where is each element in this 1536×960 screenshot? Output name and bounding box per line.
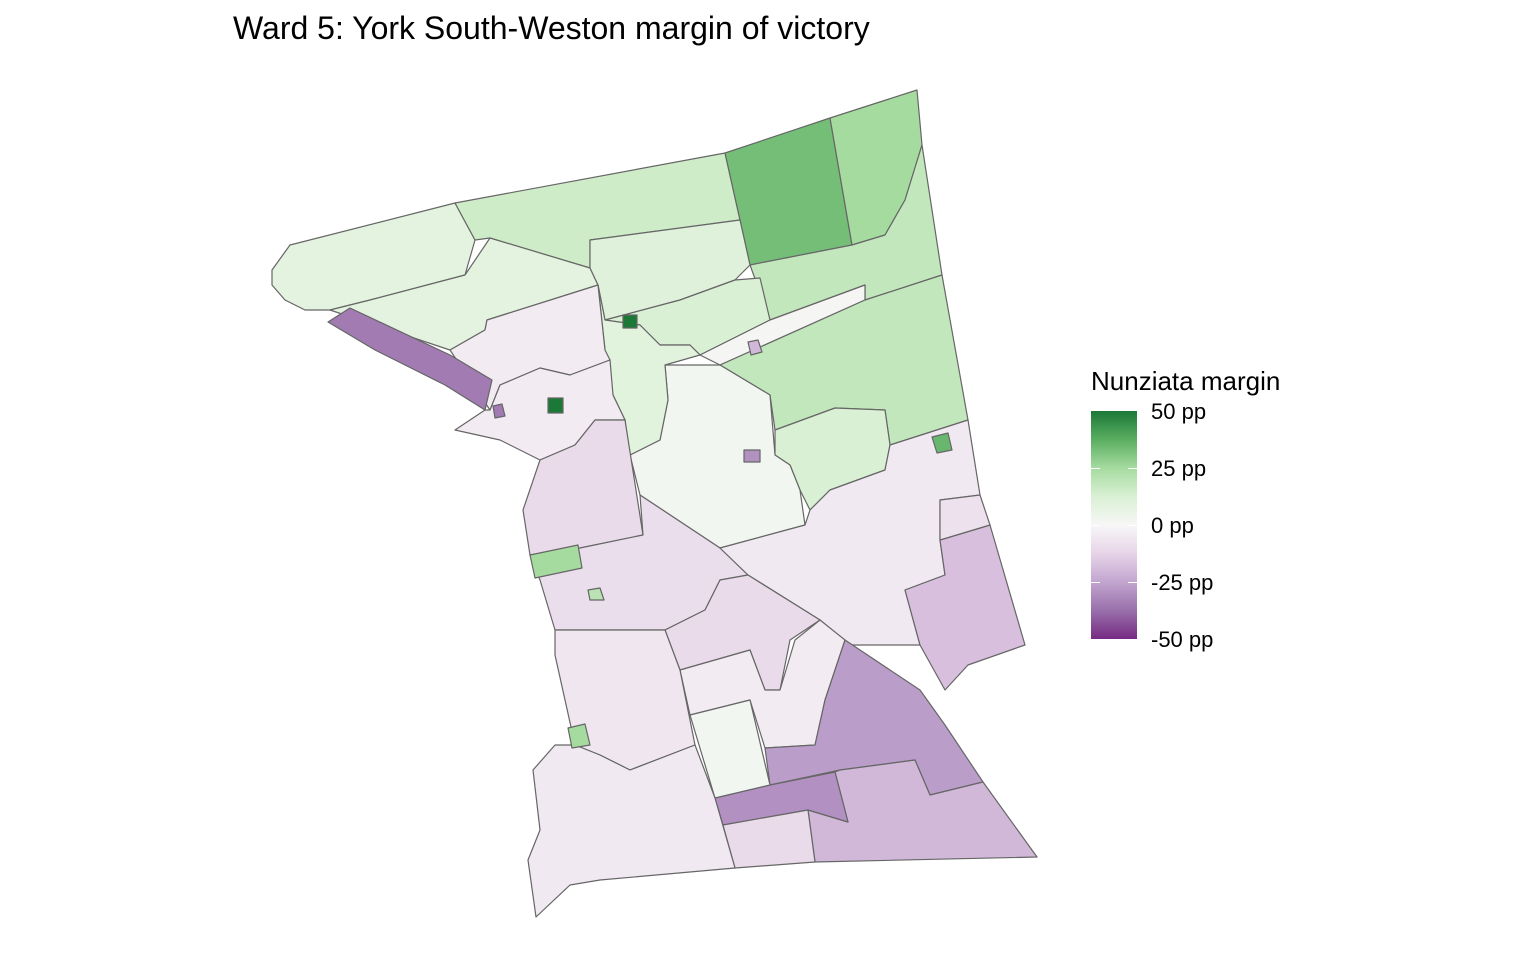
precinct xyxy=(939,494,991,541)
precinct xyxy=(529,544,583,579)
precinct xyxy=(587,587,605,601)
legend-tick-label: 0 pp xyxy=(1151,513,1194,538)
precinct xyxy=(567,723,591,749)
precinct xyxy=(743,449,761,463)
precinct xyxy=(527,744,736,918)
legend-title: Nunziata margin xyxy=(1091,366,1281,396)
legend-tick-label: -50 pp xyxy=(1151,627,1214,652)
map-title: Ward 5: York South-Weston margin of vict… xyxy=(233,10,870,46)
legend-colorbar xyxy=(1091,411,1137,639)
legend: Nunziata margin 50 pp 25 pp 0 pp -25 pp … xyxy=(1091,366,1281,652)
legend-tickmark xyxy=(1091,582,1137,583)
legend-tickmark xyxy=(1091,468,1137,469)
legend-tick-label: 25 pp xyxy=(1151,456,1207,481)
precinct xyxy=(747,339,763,356)
legend-tick-label: 50 pp xyxy=(1151,399,1207,424)
precinct xyxy=(547,397,564,414)
precinct xyxy=(622,314,638,329)
precinct xyxy=(689,699,771,799)
precinct xyxy=(931,432,953,454)
precinct xyxy=(904,524,1026,691)
legend-tick-label: -25 pp xyxy=(1151,570,1214,595)
legend-tickmark xyxy=(1091,525,1137,526)
precinct xyxy=(327,307,493,411)
precinct xyxy=(492,403,506,419)
